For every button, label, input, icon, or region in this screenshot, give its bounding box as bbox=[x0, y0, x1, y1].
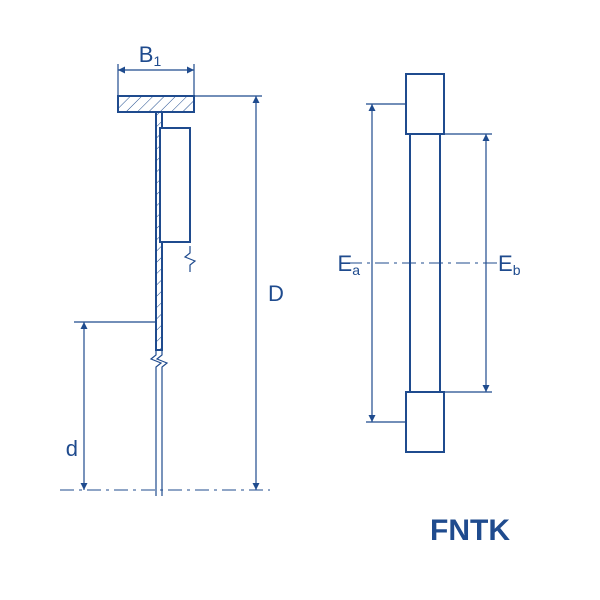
svg-text:Eb: Eb bbox=[498, 251, 521, 278]
svg-text:FNTK: FNTK bbox=[430, 514, 510, 547]
svg-text:D: D bbox=[268, 281, 284, 306]
left-section-view bbox=[118, 96, 195, 372]
svg-text:B1: B1 bbox=[139, 42, 162, 69]
bearing-diagram: B1 Dd Ea Eb FNTK bbox=[0, 0, 600, 600]
svg-text:Ea: Ea bbox=[338, 251, 361, 278]
svg-text:d: d bbox=[66, 436, 78, 461]
